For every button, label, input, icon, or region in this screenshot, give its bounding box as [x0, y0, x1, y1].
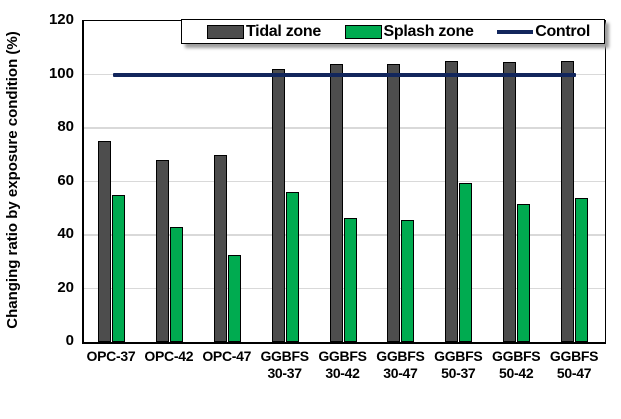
- y-tick-label: 80: [57, 118, 74, 135]
- x-category-label: GGBFS 50-37: [434, 348, 483, 381]
- bar-tidal-zone: [155, 160, 169, 342]
- x-category-label: GGBFS 30-47: [376, 348, 425, 381]
- gridline: [84, 180, 605, 183]
- plot-area: [82, 20, 606, 344]
- x-category-label: GGBFS 50-47: [549, 348, 599, 381]
- gridline: [84, 127, 605, 129]
- bar-splash-zone: [227, 255, 241, 342]
- bar-splash-zone: [575, 197, 589, 342]
- legend-label: Splash zone: [383, 22, 474, 40]
- x-category-label: GGBFS 30-37: [260, 348, 309, 381]
- bar-splash-zone: [285, 192, 299, 342]
- y-tick-label: 100: [48, 64, 74, 82]
- bar-splash-zone: [343, 217, 357, 342]
- x-category-label: GGBFS 50-42: [492, 348, 541, 381]
- legend-label: Tidal zone: [246, 22, 321, 40]
- splash-zone-swatch-icon: [344, 24, 382, 39]
- bar-tidal-zone: [503, 62, 517, 342]
- bar-tidal-zone: [271, 69, 285, 342]
- y-tick-label: 120: [48, 11, 74, 28]
- legend-item-tidal-zone: Tidal zone: [207, 23, 321, 41]
- legend-label: Control: [535, 22, 590, 40]
- bar-tidal-zone: [561, 61, 575, 342]
- bar-splash-zone: [459, 182, 473, 342]
- bar-tidal-zone: [213, 154, 227, 342]
- x-category-label: GGBFS 30-42: [318, 348, 367, 381]
- legend-item-control: Control: [497, 23, 590, 41]
- tidal-zone-swatch-icon: [207, 24, 244, 39]
- bar-tidal-zone: [329, 63, 343, 342]
- bar-tidal-zone: [387, 63, 401, 342]
- y-tick-label: 60: [57, 171, 74, 189]
- legend: Tidal zone Splash zone Control: [181, 19, 605, 44]
- bar-splash-zone: [169, 226, 183, 342]
- y-tick-label: 40: [57, 225, 74, 242]
- x-category-label: OPC-47: [202, 348, 252, 364]
- bar-splash-zone: [112, 194, 125, 342]
- bar-splash-zone: [401, 220, 415, 342]
- legend-item-splash-zone: Splash zone: [344, 22, 474, 41]
- control-line: [112, 72, 577, 77]
- y-tick-label: 20: [57, 278, 74, 296]
- y-tick-label: 0: [65, 332, 74, 349]
- bar-splash-zone: [517, 204, 531, 342]
- bar-tidal-zone: [445, 61, 459, 342]
- x-category-label: OPC-37: [86, 348, 136, 364]
- x-category-label: OPC-42: [144, 348, 194, 364]
- bar-tidal-zone: [98, 141, 111, 342]
- control-line-swatch-icon: [497, 29, 534, 34]
